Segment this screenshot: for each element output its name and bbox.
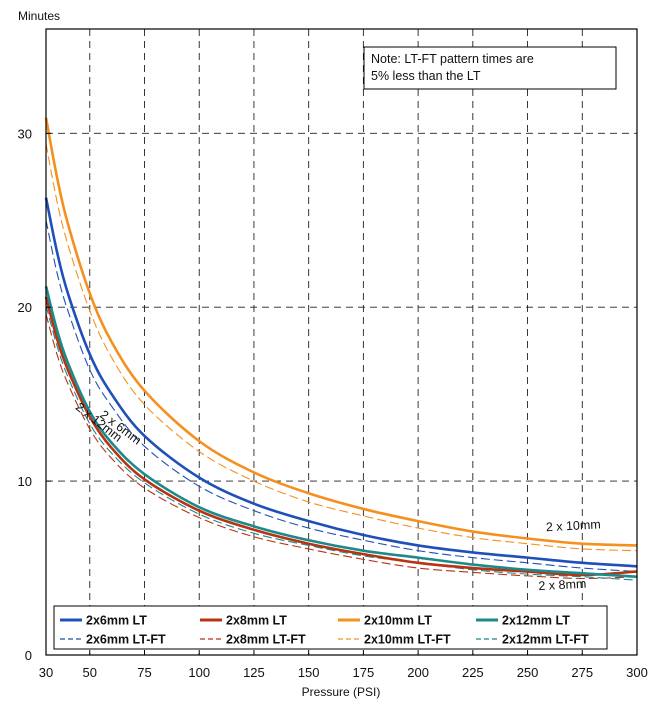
ticks: 30 50 75 100 125 150 175 200 225 250 275 300 0 10 20 30 (18, 126, 648, 680)
legend-label: 2x12mm LT (502, 614, 570, 628)
series-line-2x6mm-lt-ft (45, 220, 638, 573)
x-tick-label: 75 (137, 665, 151, 680)
legend: 2x6mm LT 2x8mm LT 2x10mm LT 2x12mm LT 2x6mm … (53, 605, 608, 650)
note-line-1: Note: LT-FT pattern times are (371, 52, 534, 66)
x-axis-label: Pressure (PSI) (302, 685, 381, 699)
legend-label: 2x8mm LT-FT (226, 633, 306, 647)
x-tick-label: 100 (188, 665, 210, 680)
x-tick-label: 300 (626, 665, 648, 680)
x-tick-label: 30 (39, 665, 53, 680)
x-tick-label: 275 (571, 665, 593, 680)
legend-label: 2x12mm LT-FT (502, 633, 589, 647)
curves (44, 117, 638, 581)
grid (46, 29, 637, 655)
legend-label: 2x10mm LT-FT (364, 633, 451, 647)
series-line-2x8mm-lt (44, 296, 638, 577)
x-tick-label: 125 (243, 665, 265, 680)
y-axis-label: Minutes (18, 9, 60, 23)
y-tick-label: 10 (18, 474, 32, 489)
series-line-2x8mm-lt-ft (45, 314, 638, 580)
series-line-2x10mm-lt-ft (45, 143, 638, 552)
x-tick-label: 175 (353, 665, 375, 680)
legend-label: 2x6mm LT (86, 614, 147, 628)
x-tick-label: 50 (83, 665, 97, 680)
series-line-2x12mm-lt (44, 286, 638, 579)
series-line-2x10mm-lt (44, 117, 638, 547)
y-tick-label: 0 (25, 648, 32, 663)
plot-frame (45, 28, 638, 656)
curve-label: 2 x 10mm (546, 517, 602, 534)
series-line-2x6mm-lt (44, 197, 638, 568)
legend-label: 2x10mm LT (364, 614, 432, 628)
legend-label: 2x6mm LT-FT (86, 633, 166, 647)
y-tick-label: 20 (18, 300, 32, 315)
x-tick-label: 250 (517, 665, 539, 680)
y-tick-label: 30 (18, 126, 32, 141)
note-box: Note: LT-FT pattern times are 5% less th… (363, 46, 617, 90)
legend-label: 2x8mm LT (226, 614, 287, 628)
x-tick-label: 200 (407, 665, 429, 680)
x-tick-label: 225 (462, 665, 484, 680)
series-line-2x12mm-lt-ft (45, 305, 638, 581)
x-tick-label: 150 (298, 665, 320, 680)
note-line-2: 5% less than the LT (371, 69, 481, 83)
curve-label: 2 x 8mm (538, 577, 587, 593)
